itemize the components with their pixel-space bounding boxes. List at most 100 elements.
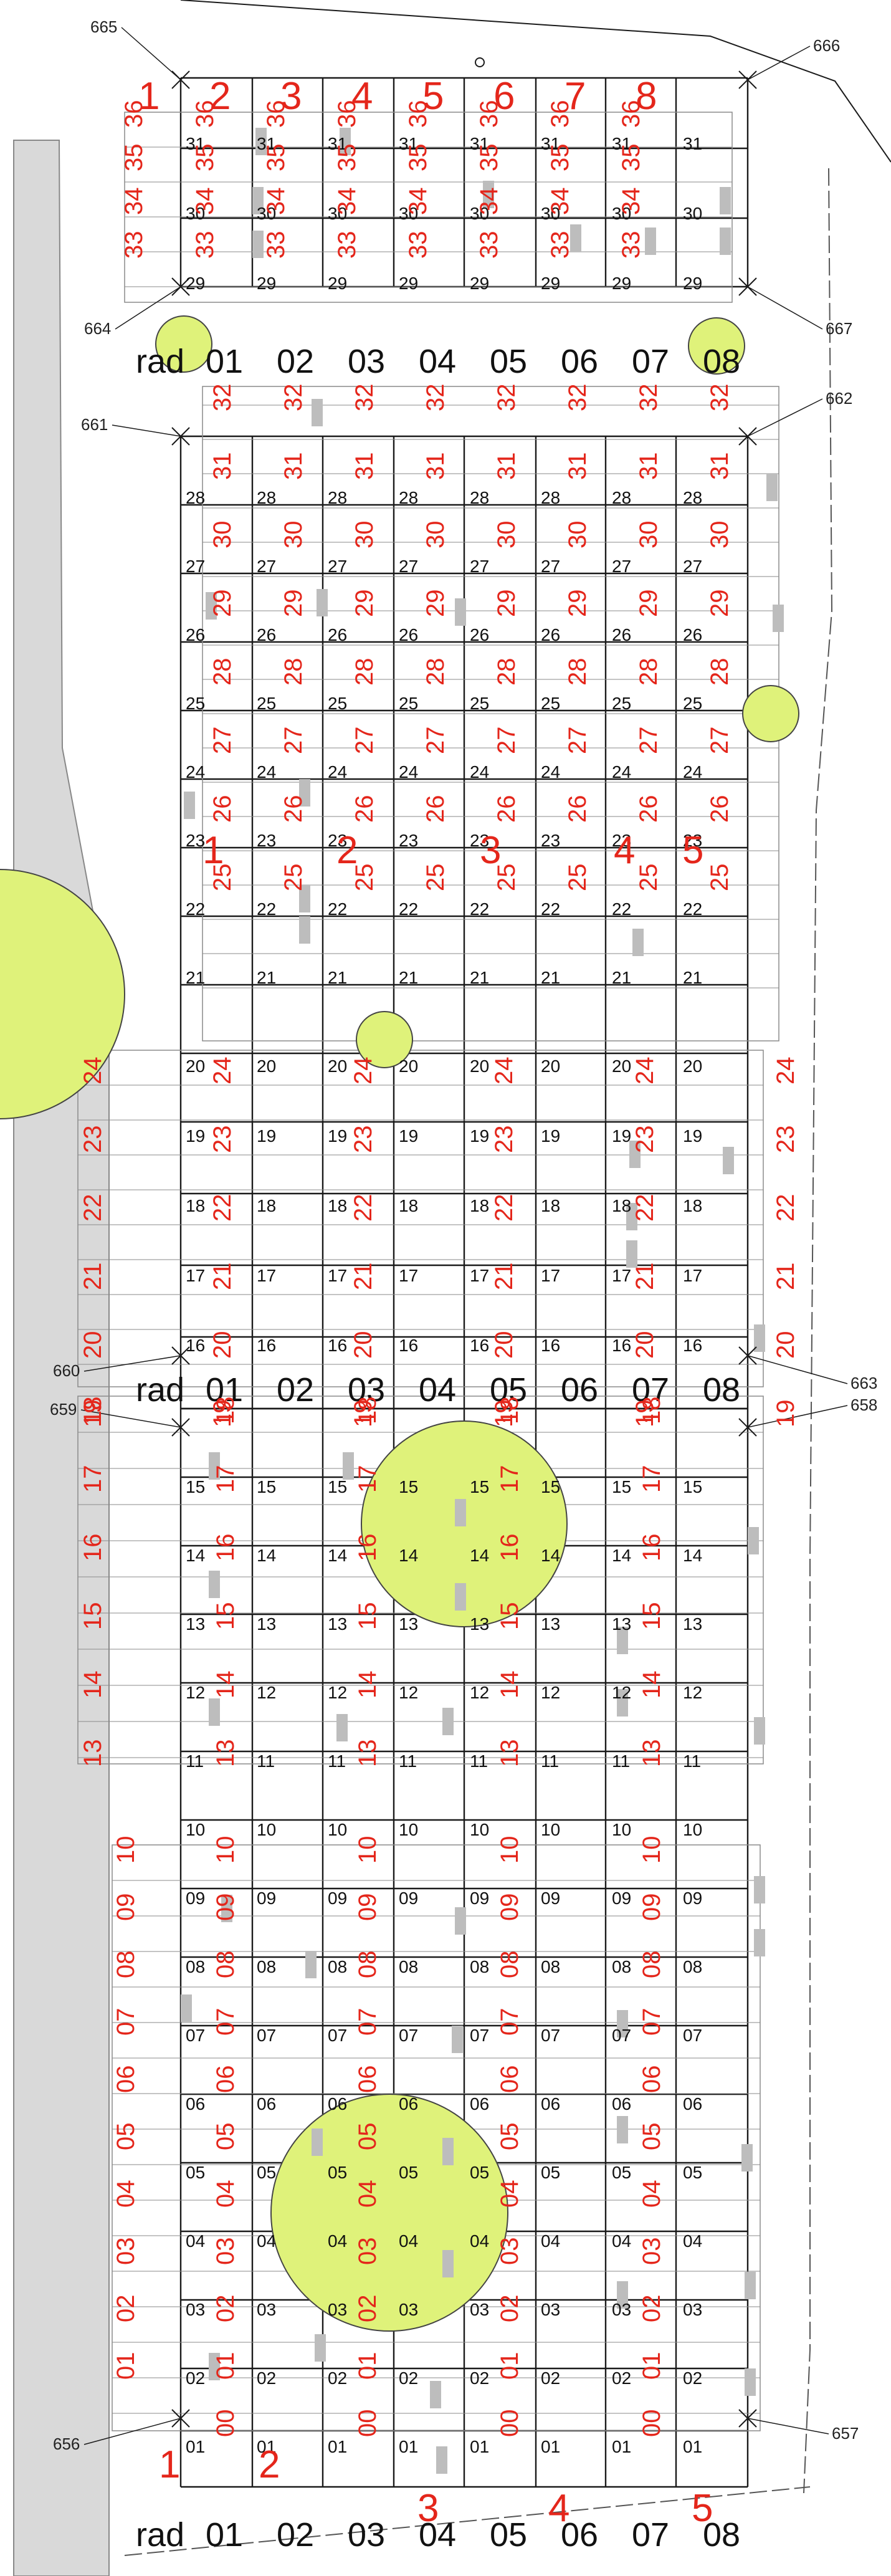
grave-number: 28 — [351, 658, 378, 686]
grave-number: 14 — [638, 1671, 665, 1699]
grave-marker — [209, 1698, 220, 1726]
grave-number: 33 — [475, 231, 503, 259]
grave-number: 28 — [635, 658, 662, 686]
row-number: 16 — [328, 1336, 347, 1355]
row-number: 31 — [257, 134, 276, 153]
row-number: 06 — [399, 2094, 418, 2114]
grave-number: 24 — [490, 1057, 518, 1085]
row-number: 01 — [470, 2437, 489, 2456]
row-number: 29 — [612, 274, 631, 293]
grave-number: 35 — [333, 144, 361, 172]
block-label-1: 1 — [202, 829, 224, 872]
grave-number: 36 — [546, 100, 574, 128]
row-number: 27 — [186, 557, 205, 576]
row-number: 12 — [470, 1683, 489, 1702]
row-number: 18 — [612, 1196, 631, 1215]
grave-number: 10 — [496, 1836, 523, 1864]
row-number: 26 — [186, 625, 205, 644]
grave-marker — [645, 227, 656, 255]
row-number: 22 — [683, 899, 702, 919]
row-number: 02 — [399, 2368, 418, 2388]
row-number: 06 — [612, 2094, 631, 2114]
row-number: 11 — [612, 1751, 630, 1771]
row-number: 04 — [683, 2231, 702, 2251]
grave-marker — [629, 1141, 641, 1168]
row-number: 06 — [470, 2094, 489, 2114]
grave-number: 05 — [496, 2123, 523, 2151]
grave-number: 24 — [631, 1057, 659, 1085]
grave-number: 33 — [617, 231, 645, 259]
grave-number: 35 — [262, 144, 290, 172]
row-number: 21 — [186, 968, 205, 987]
grave-number: 21 — [350, 1263, 377, 1291]
grave-number: 09 — [638, 1894, 665, 1922]
grave-number: 08 — [638, 1951, 665, 1979]
top-plot-outline — [124, 112, 733, 303]
row-number: 20 — [470, 1056, 489, 1076]
row-header-col-06: 06 — [561, 343, 598, 380]
row-number: 25 — [186, 694, 205, 713]
grave-marker — [255, 128, 267, 155]
side-grave-number: 08 — [112, 1951, 140, 1979]
row-header-col-07: 07 — [632, 1371, 669, 1409]
grave-number: 10 — [354, 1836, 381, 1864]
row-number: 31 — [186, 134, 205, 153]
grave-number: 04 — [354, 2180, 381, 2208]
row-number: 27 — [399, 557, 418, 576]
grave-marker — [209, 1571, 220, 1598]
row-header-col-05: 05 — [490, 343, 527, 380]
grave-number: 27 — [351, 727, 378, 755]
row-header-prefix: rad — [136, 1371, 184, 1409]
row-number: 04 — [470, 2231, 489, 2251]
row-number: 10 — [470, 1820, 489, 1839]
row-number: 04 — [257, 2231, 276, 2251]
grave-number: 14 — [212, 1671, 239, 1699]
row-number: 13 — [470, 1614, 489, 1634]
grave-number: 23 — [209, 1126, 236, 1154]
side-grave-number: 02 — [112, 2295, 140, 2323]
grave-number: 19 — [772, 1400, 799, 1428]
row-number: 21 — [612, 968, 631, 987]
grave-number: 31 — [706, 452, 733, 481]
grave-number: 19 — [350, 1400, 377, 1428]
row-number: 31 — [328, 134, 347, 153]
grave-number: 30 — [280, 521, 307, 549]
row-number: 26 — [399, 625, 418, 644]
grave-number: 28 — [422, 658, 449, 686]
grave-number: 00 — [638, 2410, 665, 2438]
row-number: 12 — [541, 1683, 560, 1702]
grave-number: 08 — [212, 1951, 239, 1979]
grave-number: 32 — [706, 384, 733, 412]
row-header-col-01: 01 — [206, 343, 243, 380]
row-number: 22 — [612, 899, 631, 919]
row-number: 05 — [257, 2163, 276, 2182]
grave-number: 09 — [354, 1894, 381, 1922]
survey-point-label-661: 661 — [81, 415, 108, 434]
row-number: 24 — [186, 762, 205, 782]
row-number: 26 — [541, 625, 560, 644]
grave-marker — [299, 779, 310, 807]
row-header-col-05: 05 — [490, 2516, 527, 2554]
grave-number: 21 — [631, 1263, 659, 1291]
row-number: 22 — [399, 899, 418, 919]
row-number: 30 — [612, 204, 631, 223]
row-number: 15 — [257, 1477, 276, 1496]
grave-number: 19 — [631, 1400, 659, 1428]
fence-line — [803, 168, 833, 2494]
grave-number: 29 — [493, 590, 520, 618]
row-number: 07 — [257, 2026, 276, 2045]
row-number: 25 — [612, 694, 631, 713]
grave-number: 26 — [493, 795, 520, 823]
row-number: 08 — [612, 1957, 631, 1976]
grave-number: 27 — [635, 727, 662, 755]
row-number: 29 — [328, 274, 347, 293]
grave-number: 25 — [493, 864, 520, 892]
grave-number: 33 — [546, 231, 574, 259]
row-number: 08 — [541, 1957, 560, 1976]
grave-marker — [209, 1452, 220, 1480]
grave-number: 18 — [638, 1397, 665, 1425]
row-number: 02 — [257, 2368, 276, 2388]
grave-number: 32 — [351, 384, 378, 412]
row-number: 25 — [683, 694, 702, 713]
grave-number: 13 — [496, 1740, 523, 1768]
